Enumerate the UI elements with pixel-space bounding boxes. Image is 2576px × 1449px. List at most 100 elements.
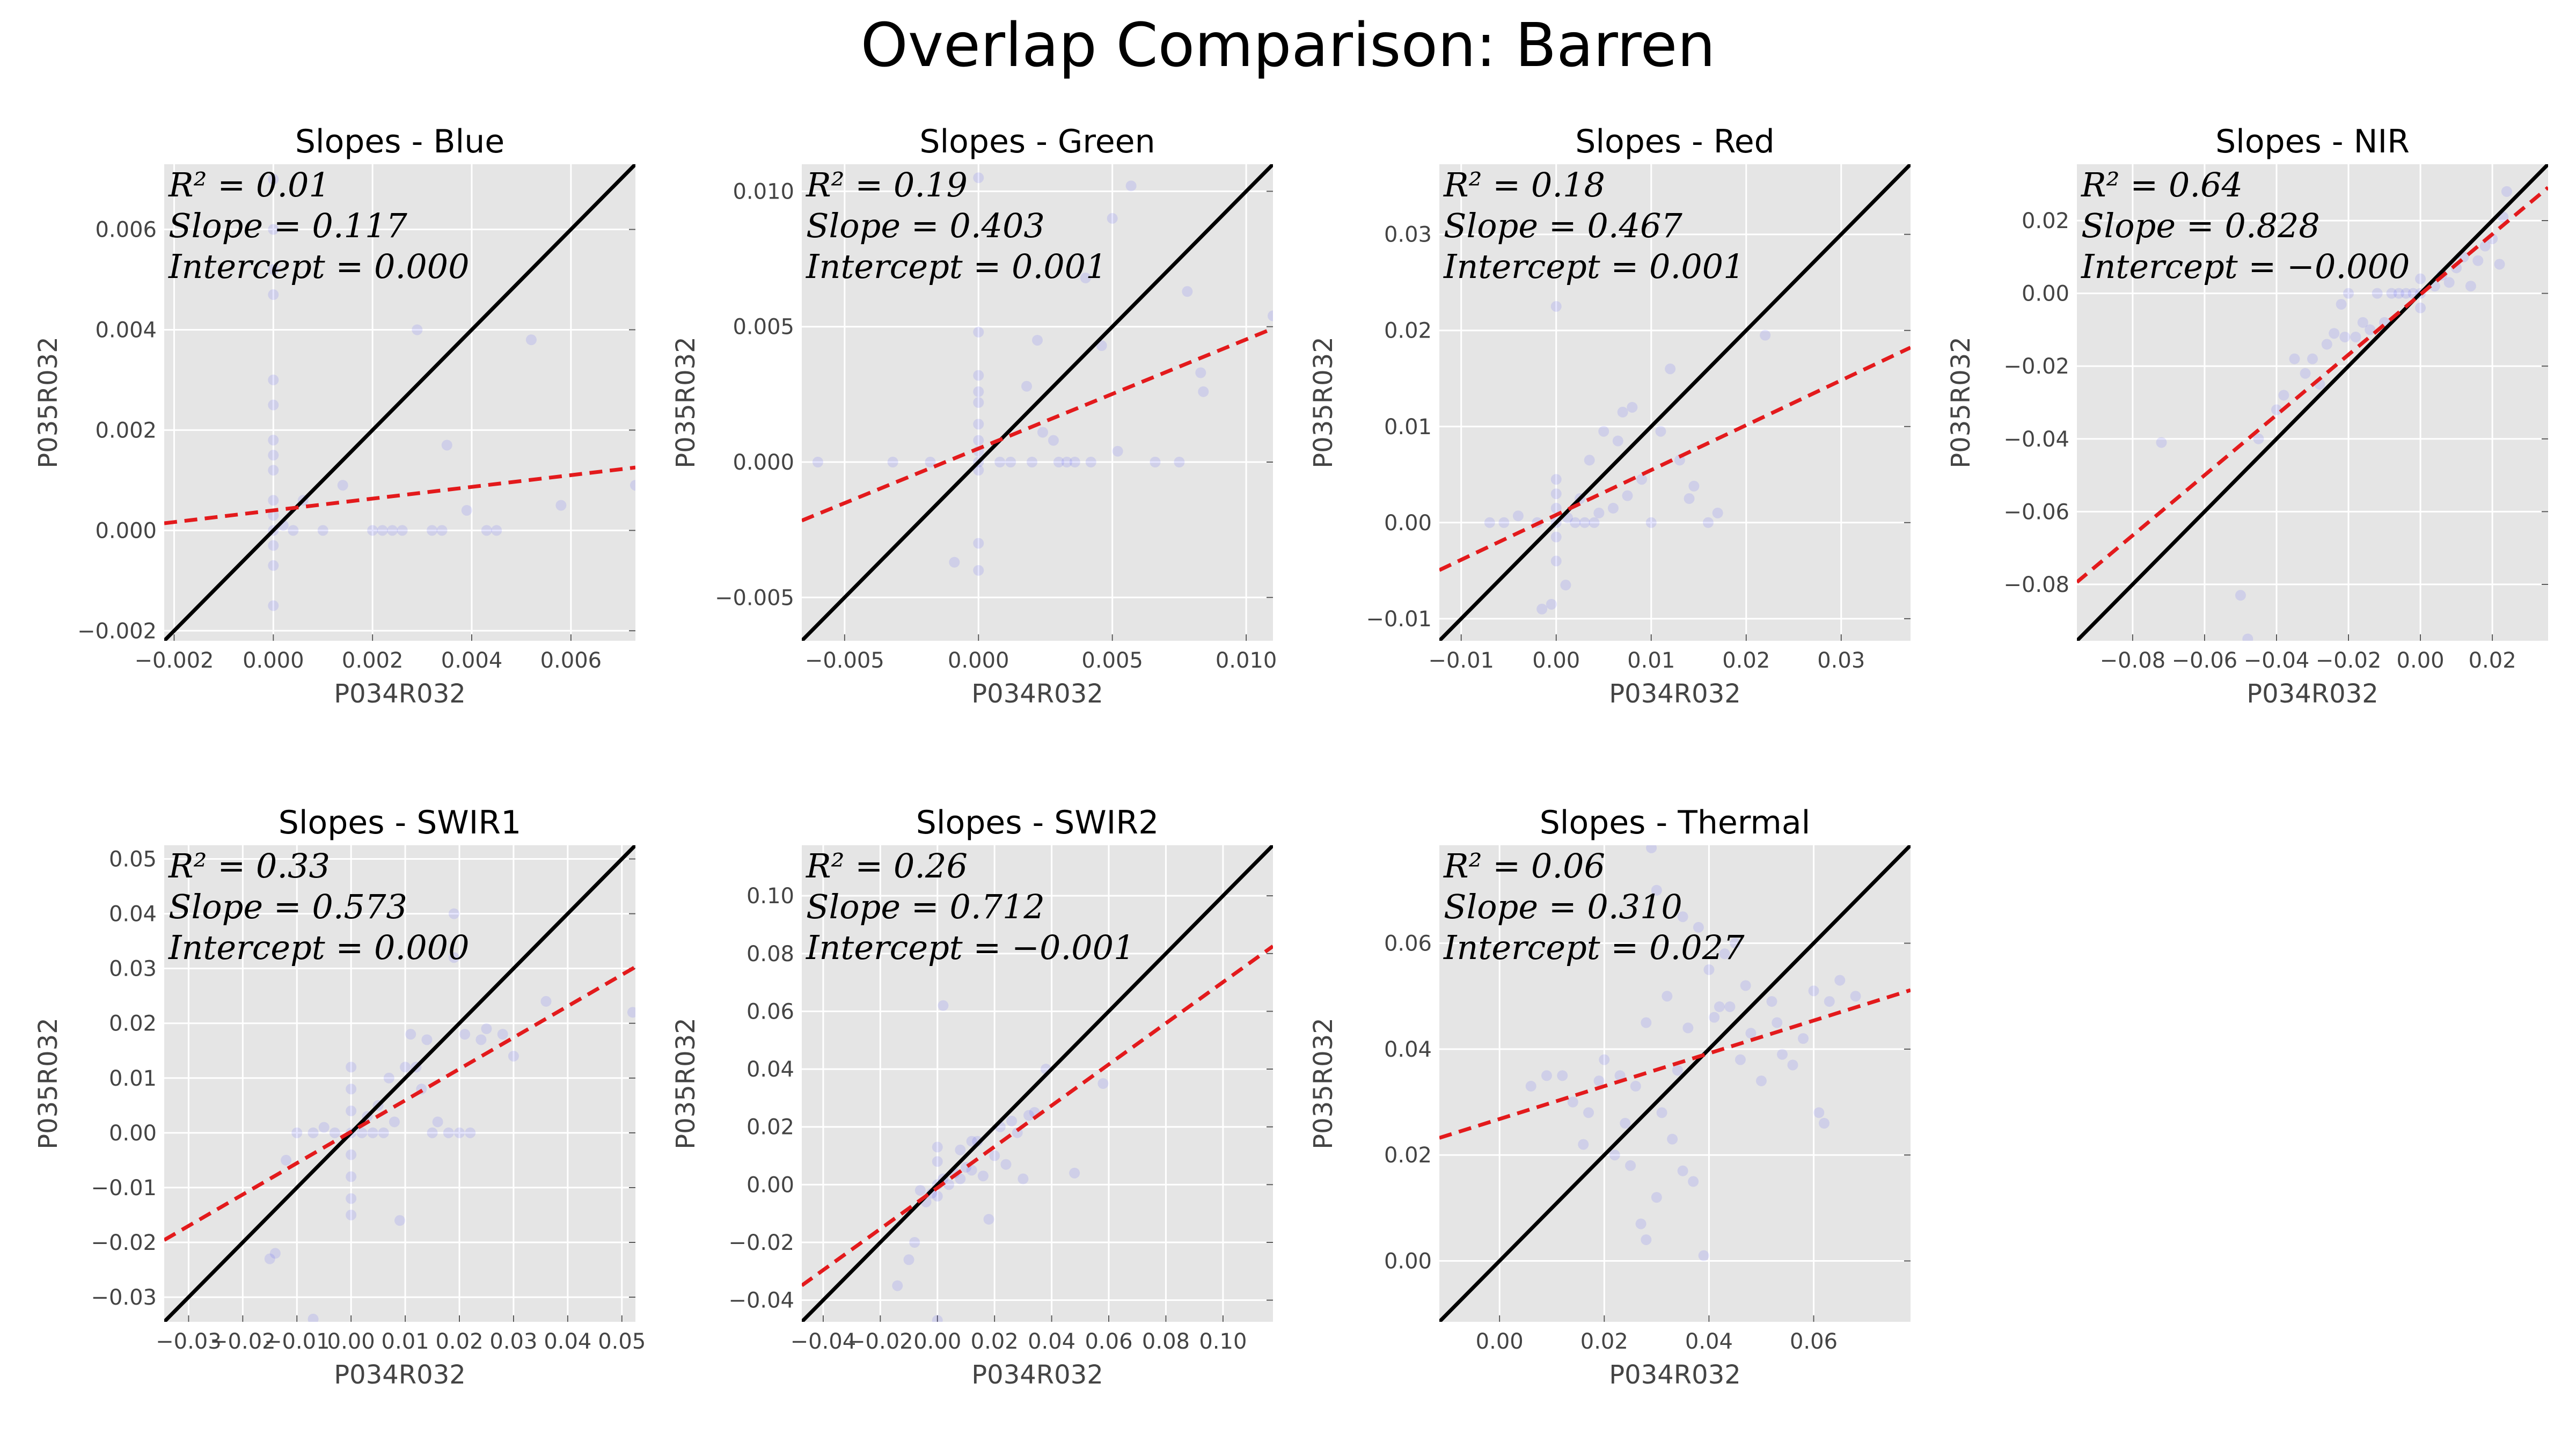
intercept-text: Intercept = 0.000: [168, 247, 470, 286]
data-point: [955, 1145, 965, 1155]
x-tick-label: 0.06: [1085, 1329, 1132, 1354]
data-point: [356, 1128, 367, 1138]
subplot-title: Slopes - Red: [1575, 123, 1775, 160]
data-point: [1745, 1028, 1756, 1038]
y-tick-label: 0.01: [109, 1066, 157, 1091]
data-point: [630, 480, 641, 491]
y-tick-label: 0.004: [95, 318, 157, 342]
data-point: [1630, 1081, 1641, 1092]
data-point: [2329, 328, 2339, 339]
data-point: [1667, 1134, 1678, 1145]
data-point: [2289, 354, 2300, 364]
data-point: [1760, 330, 1770, 341]
slope-text: Slope = 0.573: [169, 887, 407, 926]
data-point: [1526, 1081, 1536, 1092]
data-point: [475, 1034, 486, 1045]
y-tick-label: 0.10: [747, 884, 794, 909]
data-point: [2472, 255, 2483, 266]
data-point: [1672, 1065, 1683, 1075]
x-axis-label: P034R032: [2246, 679, 2379, 709]
data-point: [1097, 1078, 1108, 1089]
x-tick-label: −0.002: [134, 648, 214, 673]
intercept-text: Intercept = 0.001: [1443, 247, 1745, 286]
x-tick-label: 0.005: [1081, 648, 1143, 673]
data-point: [449, 909, 459, 919]
data-point: [1850, 991, 1861, 1001]
data-point: [1551, 488, 1562, 499]
data-point: [318, 525, 328, 536]
data-point: [813, 457, 823, 467]
x-tick-label: 0.03: [489, 1329, 537, 1354]
data-point: [437, 525, 448, 536]
intercept-text: Intercept = 0.001: [806, 247, 1107, 286]
intercept-text: Intercept = 0.027: [1443, 928, 1745, 967]
data-point: [481, 525, 492, 536]
y-tick-label: 0.010: [733, 179, 794, 204]
data-point: [481, 1023, 492, 1034]
data-point: [1777, 1049, 1788, 1060]
x-tick-label: 0.02: [971, 1329, 1019, 1354]
data-point: [892, 1280, 903, 1291]
data-point: [1613, 436, 1623, 447]
data-point: [291, 1128, 302, 1138]
data-point: [555, 500, 566, 511]
data-point: [1788, 1059, 1798, 1070]
data-point: [904, 1254, 914, 1265]
data-point: [346, 1106, 356, 1116]
x-tick-label: 0.08: [1142, 1329, 1190, 1354]
data-point: [268, 400, 279, 411]
y-tick-label: 0.02: [1384, 1143, 1432, 1168]
data-point: [443, 1128, 454, 1138]
r-squared-text: R² = 0.33: [168, 846, 330, 885]
subplot-3: −0.08 −0.06 −0.04 −0.02 0.00 0.02−0.08−0.06−0…: [1937, 105, 2570, 748]
x-tick-label: 0.00: [913, 1329, 961, 1354]
data-point: [973, 397, 984, 408]
slope-text: Slope = 0.828: [2081, 206, 2320, 245]
y-tick-label: −0.03: [91, 1285, 157, 1310]
data-point: [1048, 435, 1059, 446]
data-point: [1709, 1012, 1719, 1023]
y-tick-label: 0.002: [95, 418, 157, 443]
data-point: [268, 495, 279, 506]
data-point: [497, 1029, 508, 1040]
data-point: [1551, 532, 1562, 543]
data-point: [433, 1116, 443, 1127]
data-point: [2156, 437, 2167, 448]
x-tick-label: 0.02: [435, 1329, 483, 1354]
x-tick-label: 0.00: [327, 1329, 375, 1354]
y-tick-label: 0.005: [733, 315, 794, 340]
data-point: [1662, 991, 1672, 1001]
data-point: [491, 525, 502, 536]
y-tick-label: −0.02: [91, 1231, 157, 1255]
y-tick-label: 0.01: [1384, 415, 1432, 440]
data-point: [1824, 996, 1835, 1007]
data-point: [973, 538, 984, 548]
data-point: [989, 1151, 1000, 1161]
data-point: [949, 557, 960, 568]
y-tick-label: 0.00: [747, 1173, 794, 1197]
r-squared-text: R² = 0.18: [1443, 165, 1605, 204]
data-point: [1195, 368, 1206, 378]
data-point: [943, 1179, 954, 1190]
data-point: [1182, 286, 1192, 297]
data-point: [973, 565, 984, 576]
x-tick-label: 0.002: [342, 648, 404, 673]
subplot-title: Slopes - NIR: [2215, 123, 2410, 160]
data-point: [932, 1156, 943, 1167]
data-point: [1766, 996, 1777, 1007]
x-tick-label: 0.02: [1722, 648, 1770, 673]
data-point: [1086, 457, 1096, 467]
y-tick-label: 0.00: [1384, 511, 1432, 536]
y-tick-label: 0.04: [109, 902, 157, 927]
data-point: [1625, 1160, 1636, 1171]
x-tick-label: 0.01: [382, 1329, 429, 1354]
data-point: [2358, 317, 2368, 328]
data-point: [377, 525, 388, 536]
data-point: [462, 505, 472, 516]
data-point: [308, 1314, 319, 1324]
data-point: [1688, 1176, 1699, 1187]
y-tick-label: 0.08: [747, 942, 794, 967]
data-point: [1646, 843, 1657, 853]
data-point: [973, 419, 984, 429]
data-point: [384, 1073, 394, 1084]
